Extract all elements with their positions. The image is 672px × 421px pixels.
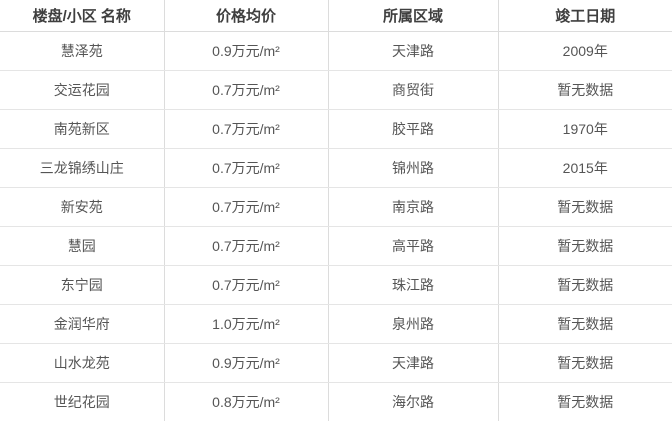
cell-completion: 暂无数据 [497,265,672,305]
cell-completion: 2009年 [497,31,672,71]
cell-district: 高平路 [327,226,498,266]
table-row: 东宁园 0.7万元/m² 珠江路 暂无数据 [0,265,672,305]
cell-price: 0.7万元/m² [163,109,328,149]
cell-district: 珠江路 [327,265,498,305]
cell-district: 天津路 [327,343,498,383]
cell-district: 南京路 [327,187,498,227]
cell-completion: 暂无数据 [497,187,672,227]
cell-name: 山水龙苑 [0,343,164,383]
cell-district: 天津路 [327,31,498,71]
column-header-completion: 竣工日期 [497,0,672,32]
column-header-price: 价格均价 [163,0,328,32]
cell-price: 0.9万元/m² [163,343,328,383]
table-row: 交运花园 0.7万元/m² 商贸街 暂无数据 [0,70,672,110]
cell-name: 新安苑 [0,187,164,227]
table-row: 慧园 0.7万元/m² 高平路 暂无数据 [0,226,672,266]
table-row: 慧泽苑 0.9万元/m² 天津路 2009年 [0,31,672,71]
cell-price: 0.7万元/m² [163,265,328,305]
cell-name: 东宁园 [0,265,164,305]
column-header-name: 楼盘/小区 名称 [0,0,164,32]
cell-district: 泉州路 [327,304,498,344]
table-row: 新安苑 0.7万元/m² 南京路 暂无数据 [0,187,672,227]
cell-district: 锦州路 [327,148,498,188]
column-header-district: 所属区域 [327,0,498,32]
cell-completion: 暂无数据 [497,304,672,344]
cell-district: 海尔路 [327,382,498,421]
cell-name: 三龙锦绣山庄 [0,148,164,188]
cell-price: 0.7万元/m² [163,70,328,110]
cell-completion: 暂无数据 [497,226,672,266]
cell-district: 胶平路 [327,109,498,149]
cell-completion: 暂无数据 [497,382,672,421]
cell-name: 慧泽苑 [0,31,164,71]
table-row: 世纪花园 0.8万元/m² 海尔路 暂无数据 [0,382,672,421]
table-row: 山水龙苑 0.9万元/m² 天津路 暂无数据 [0,343,672,383]
cell-completion: 1970年 [497,109,672,149]
cell-price: 0.7万元/m² [163,148,328,188]
cell-name: 世纪花园 [0,382,164,421]
cell-completion: 2015年 [497,148,672,188]
cell-price: 0.8万元/m² [163,382,328,421]
cell-completion: 暂无数据 [497,70,672,110]
cell-price: 0.9万元/m² [163,31,328,71]
cell-name: 南苑新区 [0,109,164,149]
cell-price: 0.7万元/m² [163,226,328,266]
table-row: 金润华府 1.0万元/m² 泉州路 暂无数据 [0,304,672,344]
table-row: 南苑新区 0.7万元/m² 胶平路 1970年 [0,109,672,149]
cell-price: 0.7万元/m² [163,187,328,227]
cell-name: 金润华府 [0,304,164,344]
cell-name: 交运花园 [0,70,164,110]
cell-completion: 暂无数据 [497,343,672,383]
cell-district: 商贸街 [327,70,498,110]
table-header-row: 楼盘/小区 名称 价格均价 所属区域 竣工日期 [0,0,672,32]
cell-name: 慧园 [0,226,164,266]
cell-price: 1.0万元/m² [163,304,328,344]
table-row: 三龙锦绣山庄 0.7万元/m² 锦州路 2015年 [0,148,672,188]
